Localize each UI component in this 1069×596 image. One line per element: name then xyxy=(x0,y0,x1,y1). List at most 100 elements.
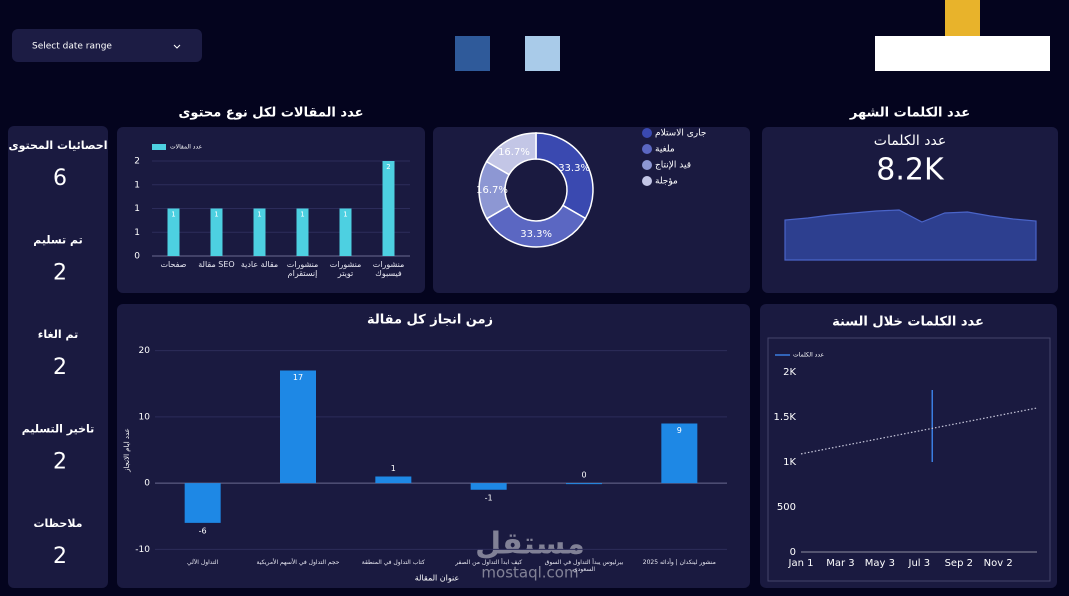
stat-label: تم الغاء xyxy=(38,328,78,341)
bar xyxy=(253,208,266,256)
value-label: -1 xyxy=(485,493,493,502)
stats-card xyxy=(8,126,108,588)
chart-title: عدد المقالات لكل نوع محتوى xyxy=(179,106,364,121)
x-tick-label: بيرليوس يبدأ التداول في السوق السعودي xyxy=(544,559,624,573)
score-label: عدد الكلمات xyxy=(874,133,946,149)
x-tick-label: صفحات xyxy=(160,260,187,269)
legend-swatch xyxy=(642,176,652,186)
x-tick-label: Sep 2 xyxy=(945,558,973,569)
legend-label: عدد الكلمات xyxy=(793,352,824,359)
watermark: مستقل xyxy=(475,527,585,562)
logo-box xyxy=(875,36,1050,71)
bar xyxy=(184,483,221,523)
value-label: 9 xyxy=(677,426,682,435)
x-tick-label: منشورات فيسبوك xyxy=(372,260,405,279)
caret[interactable] xyxy=(173,44,181,49)
bar xyxy=(470,483,507,490)
x-tick-label: Jan 1 xyxy=(788,558,814,569)
x-tick-label: May 3 xyxy=(865,558,895,569)
chart-title: عدد الكلمات الشهر xyxy=(849,106,970,121)
color-swatch xyxy=(455,36,490,71)
slice-label: 33.3% xyxy=(558,163,590,174)
value-label: 1 xyxy=(257,211,261,219)
logo-accent xyxy=(945,0,980,36)
stat-value: 2 xyxy=(53,355,67,380)
x-tick-label: مقالة SEO xyxy=(198,260,235,269)
x-tick-label: حجم التداول في الأسهم الأمريكية xyxy=(256,559,340,566)
stat-value: 2 xyxy=(53,450,67,475)
y-tick-label: 1 xyxy=(134,228,140,238)
bar xyxy=(280,370,316,484)
slice-label: 16.7% xyxy=(476,185,508,196)
bar xyxy=(167,208,180,256)
legend-swatch xyxy=(642,160,652,170)
slice-label: 33.3% xyxy=(520,229,552,240)
bar xyxy=(566,483,602,485)
legend-label: مؤجلة xyxy=(655,177,678,187)
y-tick-label: 0 xyxy=(790,547,796,558)
y-tick-label: 10 xyxy=(139,412,151,422)
value-label: 1 xyxy=(171,211,175,219)
x-tick-label: منشورات إنستقرام xyxy=(286,260,319,279)
value-label: 1 xyxy=(391,464,396,473)
value-label: -6 xyxy=(199,526,207,535)
stat-value: 6 xyxy=(53,166,67,191)
value-label: 1 xyxy=(300,211,304,219)
score-value: 8.2K xyxy=(876,153,945,188)
stat-value: 2 xyxy=(53,544,67,569)
y-tick-label: 0 xyxy=(134,252,140,262)
y-tick-label: -10 xyxy=(135,545,150,555)
stat-label: تم تسليم xyxy=(33,234,83,247)
plot-frame xyxy=(767,337,1051,582)
chart-title: زمن انجاز كل مقالة xyxy=(367,313,493,328)
watermark: mostaql.com xyxy=(481,564,578,582)
value-label: 17 xyxy=(293,373,303,382)
date-picker-text[interactable]: Select date range xyxy=(32,42,112,52)
pie-slice xyxy=(485,204,587,248)
x-tick-label: Mar 3 xyxy=(826,558,854,569)
date-picker[interactable] xyxy=(12,29,202,62)
y-tick-label: 500 xyxy=(777,502,796,513)
sparkline-area xyxy=(784,209,1037,261)
y-tick-label: 20 xyxy=(139,346,151,356)
x-tick-label: Jul 3 xyxy=(908,558,931,569)
stat-label: تاخير التسليم xyxy=(22,423,95,436)
bar xyxy=(375,476,412,484)
pie-slice xyxy=(535,132,594,220)
bar xyxy=(210,208,223,256)
y-axis-label: عدد ايام الانجاز xyxy=(123,428,131,473)
pie-slice xyxy=(485,132,537,176)
card xyxy=(433,127,750,293)
value-label: 2 xyxy=(386,163,390,171)
bar xyxy=(382,161,395,256)
legend-swatch xyxy=(152,144,166,150)
legend-label: جارى الاستلام xyxy=(655,129,706,139)
x-tick-label: كتاب التداول في المنطقة xyxy=(361,559,425,566)
x-tick-label: التداول الآلي xyxy=(187,559,219,566)
x-tick-label: منشور لينكدان | وأدائه 2025 xyxy=(642,559,716,566)
bar xyxy=(296,208,309,256)
legend-label: قيد الإنتاج xyxy=(655,161,691,171)
legend-label: عدد المقالات xyxy=(170,144,202,151)
legend-label: ملغية xyxy=(655,145,675,155)
y-tick-label: 2K xyxy=(783,367,796,378)
stat-value: 2 xyxy=(53,261,67,286)
legend-swatch xyxy=(642,144,652,154)
stat-label: احصائيات المحتوى xyxy=(9,139,108,152)
value-label: 1 xyxy=(343,211,347,219)
bar xyxy=(339,208,352,256)
value-label: 0 xyxy=(581,471,586,480)
color-swatch xyxy=(525,36,560,71)
chart-title: عدد الكلمات خلال السنة xyxy=(832,315,984,330)
x-tick-label: Nov 2 xyxy=(984,558,1013,569)
x-tick-label: كيف ابدأ التداول من الصفر xyxy=(455,559,523,566)
bar xyxy=(661,423,698,484)
card xyxy=(760,304,1057,588)
y-tick-label: 1 xyxy=(134,180,140,190)
card xyxy=(117,304,750,588)
y-tick-label: 2 xyxy=(134,157,140,167)
stat-label: ملاحظات xyxy=(34,517,83,530)
y-tick-label: 1.5K xyxy=(774,412,797,423)
